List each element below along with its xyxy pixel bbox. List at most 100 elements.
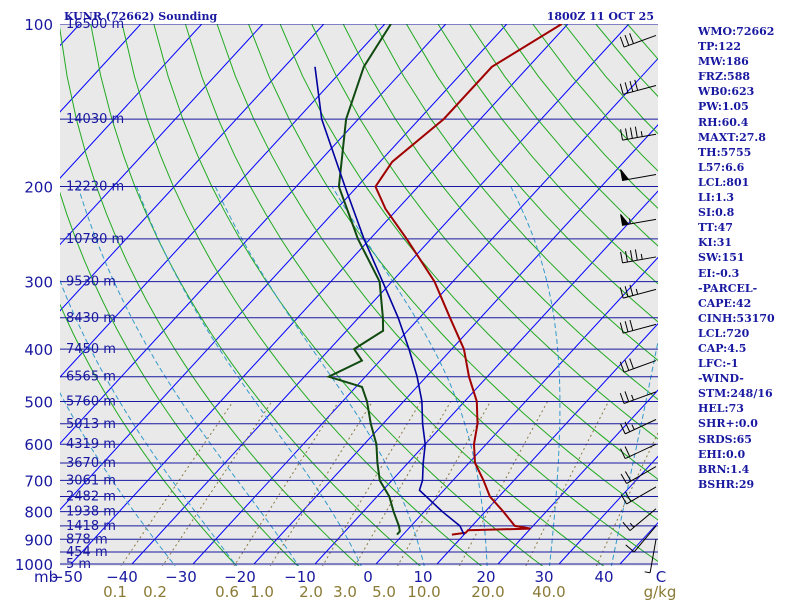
wind-barb [620,486,657,505]
barb-full [619,36,625,48]
isotherm-line [314,190,658,565]
moist-adiabat-line [510,186,561,566]
pressure-label: 200 [24,179,53,197]
wind-barb [619,319,657,334]
temperature-tick-label: −40 [106,568,138,586]
mixing-ratio-line [269,401,373,566]
barb-full [622,521,631,531]
temperature-tick-label: −30 [165,568,197,586]
index-item: PW:1.05 [698,100,749,114]
wind-barb [620,126,657,141]
pressure-label: 100 [24,16,53,34]
barb-full [634,79,639,91]
isotherm-line [60,24,264,246]
isotherm-line [60,24,203,179]
barb-full [620,494,627,505]
barb-full [620,473,627,484]
index-item: SW:151 [698,251,745,265]
barb-full [624,471,632,482]
wind-barbs [619,33,657,574]
index-item: -PARCEL- [698,281,758,295]
mixing-ratio-label: 2.0 [299,583,323,600]
barb-full [629,127,633,139]
barb-staff [623,391,657,404]
dry-adiabat-line [342,24,658,401]
index-item: STM:248/16 [698,387,773,401]
wind-barb [620,419,657,435]
isotherm-line [60,24,325,312]
dry-adiabat-line [216,24,658,562]
height-label: 16500 m [66,17,124,32]
barb-staff [622,133,657,141]
barb-full [625,128,628,140]
barb-full [629,250,633,262]
index-item: LCL:801 [698,175,750,189]
index-item: LFC:-1 [698,357,739,371]
height-label: 5760 m [66,394,116,409]
stability-indices-panel: WMO:72662 TP:122 MW:186 FRZ:588 WB0:623 PW:1.… [698,24,775,492]
height-label: 5 m [66,557,91,572]
moist-adiabat-line [331,186,488,566]
pressure-unit-label: mb [34,568,58,586]
mixing-ratio-line [233,401,340,566]
wind-barb [619,358,657,373]
mixing-ratio-line [354,401,452,566]
barb-staff [623,85,657,95]
mixing-ratio-label: 1.0 [250,583,274,600]
barb-half [631,424,635,430]
index-item: CINH:53170 [698,311,775,325]
barb-staff [623,323,657,334]
barb-full [629,319,634,331]
height-label: 5013 m [66,417,116,432]
index-item: BRN:1.4 [698,462,750,476]
dry-adiabat-line [437,24,658,285]
pressure-label: 600 [24,436,53,454]
mixing-ratio-label: 3.0 [333,583,357,600]
barb-full [624,321,629,333]
index-item: KI:31 [698,236,733,250]
wind-barb [620,249,657,264]
barb-staff [623,34,657,48]
height-label: 454 m [66,545,108,560]
dry-adiabat-line [60,303,238,566]
wind-barb [622,508,657,531]
barb-half [629,522,635,528]
index-item: CAP:4.5 [698,341,747,355]
barb-full [625,544,635,553]
dry-adiabat-line [785,24,800,575]
barb-half [640,131,643,137]
barb-full [624,391,630,402]
barb-half [631,394,634,401]
barb-staff [649,539,657,573]
height-label: 3670 m [66,456,116,471]
mixing-ratio-line [120,401,234,566]
index-item: MAXT:27.8 [698,130,766,144]
mixing-ratio-label: 0.6 [215,583,239,600]
isotherm-line [192,57,658,565]
barb-full [624,491,632,502]
barb-full [624,286,629,297]
pressure-label: 1000 [15,556,53,574]
barb-staff [624,419,657,435]
height-label: 9530 m [66,275,116,290]
index-item: HEL:73 [698,402,744,416]
station-title: KUNR (72662) Sounding [64,10,217,23]
index-item: WMO:72662 [698,25,775,38]
dry-adiabat-line [311,24,658,440]
barb-flag [620,169,630,182]
temperature-tick-label: −50 [51,568,83,586]
isotherm-line [70,24,569,565]
barb-full [629,358,634,369]
isotherm-line [253,124,658,565]
temperature-tick-label: 20 [476,568,495,586]
moist-adiabat-line [60,391,176,566]
barb-full [624,446,631,457]
wind-barb [619,79,657,95]
height-label: 12220 m [66,180,124,195]
parcel-profile [314,66,465,535]
wind-barb [620,169,657,182]
height-label: 1938 m [66,505,116,520]
pressure-label: 400 [24,341,53,359]
temperature-tick-label: 40 [594,568,613,586]
